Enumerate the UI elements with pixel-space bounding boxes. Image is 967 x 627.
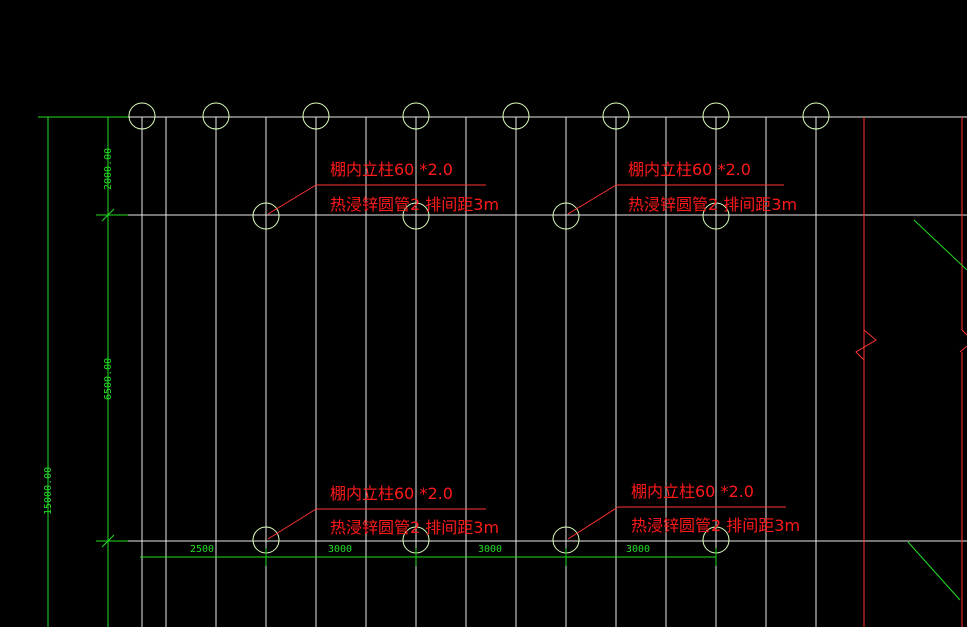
column-circle [702, 202, 730, 230]
diagonal-bracing [907, 219, 967, 601]
column-circle [552, 202, 580, 230]
annotation-3-line2: 热浸锌圆管2 排间距3m [330, 518, 499, 537]
dim-bottom-label: 3000 [626, 544, 650, 555]
annotation-2-line2: 热浸锌圆管2 排间距3m [628, 195, 797, 214]
dim-bottom-label: 3000 [328, 544, 352, 555]
annotation-1-line1: 棚内立柱60 *2.0 [330, 160, 453, 179]
dim-bottom-label: 2500 [190, 544, 214, 555]
annotation-leaders [267, 184, 786, 540]
break-line [855, 117, 967, 627]
dim-total-label: 15000.00 [43, 467, 54, 515]
annotation-4-line1: 棚内立柱60 *2.0 [631, 482, 754, 501]
dim-bottom-label: 3000 [478, 544, 502, 555]
annotation-1-line2: 热浸锌圆管2 排间距3m [330, 195, 499, 214]
column-circle [702, 102, 730, 130]
annotation-4-line2: 热浸锌圆管2 排间距3m [631, 516, 800, 535]
column-circle [502, 102, 530, 130]
column-circle [802, 102, 830, 130]
annotation-3-line1: 棚内立柱60 *2.0 [330, 484, 453, 503]
column-circle [128, 102, 156, 130]
annotation-text: 棚内立柱60 *2.0 热浸锌圆管2 排间距3m 棚内立柱60 *2.0 热浸锌… [330, 160, 800, 537]
annotation-2-line1: 棚内立柱60 *2.0 [628, 160, 751, 179]
column-circle [202, 102, 230, 130]
column-circle [602, 102, 630, 130]
column-circle [402, 102, 430, 130]
structure-grid [128, 116, 967, 627]
column-circle [402, 202, 430, 230]
dim-middle-label: 6500.00 [103, 358, 114, 400]
column-circle [302, 102, 330, 130]
dimension-lines: 15000.00 2000.00 6500.00 2500 3000 3000 … [38, 116, 717, 627]
column-circle [252, 202, 280, 230]
dim-top-label: 2000.00 [103, 148, 114, 190]
